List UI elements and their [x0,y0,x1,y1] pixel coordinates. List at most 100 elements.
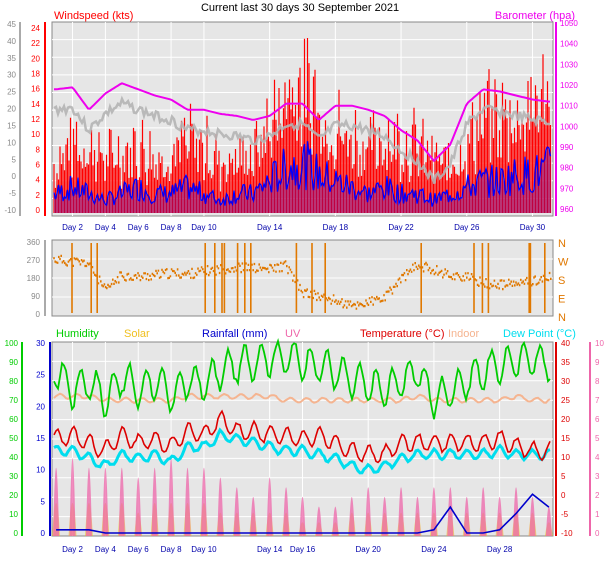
humidity-tick: 100 [5,339,19,348]
barometer-tick: 1030 [560,60,578,69]
temperature-series [53,409,551,464]
uv-series [53,458,552,536]
legend-3: UV [285,328,301,340]
legend-5: Indoor [448,328,480,340]
climate-x-tick: Day 8 [161,545,182,554]
temperature-tick: 35 [561,358,570,367]
windspeed-tick: 12 [31,115,40,124]
humidity-series [53,338,551,420]
windspeed-label: Windspeed (kts) [54,10,133,22]
barometer-label: Barometer (hpa) [495,10,575,22]
wind-outer-tick: 0 [12,172,17,181]
humidity-tick: 10 [9,510,18,519]
humidity-tick: 60 [9,415,18,424]
climate-x-tick: Day 6 [128,545,149,554]
rainfall-tick: 20 [36,402,45,411]
humidity-tick: 30 [9,472,18,481]
rainfall-series [56,493,550,534]
temperature-tick: -10 [561,529,573,538]
wind-x-tick: Day 8 [161,223,182,232]
temperature-tick: -5 [561,510,569,519]
climate-x-tick: Day 24 [421,545,447,554]
wind-outer-tick: 30 [7,71,16,80]
humidity-tick: 80 [9,377,18,386]
barometer-tick: 1020 [560,81,578,90]
uv-tick: 9 [595,358,600,367]
uv-tick: 10 [595,339,604,348]
compass-label: S [558,275,565,287]
windspeed-tick: 22 [31,39,40,48]
windspeed-tick: 4 [36,176,41,185]
wind-x-tick: Day 4 [95,223,116,232]
windspeed-average-fill [54,141,551,213]
direction-tick: 0 [36,310,41,319]
direction-tick: 360 [27,238,41,247]
barometer-tick: 1040 [560,40,578,49]
climate-x-tick: Day 2 [62,545,83,554]
temperature-tick: 10 [561,453,570,462]
wind-outer-tick: 35 [7,54,16,63]
barometer-tick: 1050 [560,19,578,28]
humidity-tick: 50 [9,434,18,443]
wind-outer-tick: 40 [7,37,16,46]
wind-x-tick: Day 22 [388,223,414,232]
climate-x-tick: Day 14 [257,545,283,554]
uv-tick: 1 [595,510,600,519]
direction-tick: 270 [27,256,41,265]
rainfall-tick: 5 [41,497,46,506]
windspeed-tick: 6 [36,161,41,170]
chart-title: Current last 30 days 30 September 2021 [201,2,399,14]
barometer-tick: 960 [560,205,574,214]
wind-outer-tick: 25 [7,88,16,97]
compass-label: N [558,238,566,250]
uv-tick: 6 [595,415,600,424]
uv-tick: 8 [595,377,600,386]
windspeed-tick: 14 [31,100,40,109]
windspeed-tick: 0 [36,206,41,215]
wind-outer-tick: -10 [4,206,16,215]
legend-2: Rainfall (mm) [202,328,267,340]
wind-x-tick: Day 2 [62,223,83,232]
barometer-tick: 970 [560,184,574,193]
wind-x-tick: Day 26 [454,223,480,232]
direction-tick: 90 [31,292,40,301]
compass-label: N [558,312,566,324]
barometer-series [54,82,551,163]
wind-direction-series [53,243,552,313]
compass-label: E [558,294,565,306]
windspeed-tick: 18 [31,70,40,79]
compass-label: W [558,257,569,269]
windspeed-tick: 24 [31,24,40,33]
wind-outer-tick: -5 [9,189,17,198]
temperature-tick: 25 [561,396,570,405]
wind-outer-tick: 10 [7,138,16,147]
windspeed-tick: 8 [36,145,41,154]
legend-1: Solar [124,328,150,340]
wind-x-tick: Day 18 [323,223,349,232]
barometer-trend-series [53,95,551,184]
windspeed-tick: 10 [31,130,40,139]
barometer-tick: 990 [560,143,574,152]
wind-outer-tick: 15 [7,121,16,130]
windspeed-tick: 16 [31,85,40,94]
direction-tick: 180 [27,274,41,283]
uv-tick: 4 [595,453,600,462]
rainfall-tick: 10 [36,466,45,475]
uv-tick: 5 [595,434,600,443]
climate-x-tick: Day 20 [356,545,382,554]
legend-0: Humidity [56,328,99,340]
legend-4: Temperature (°C) [360,328,444,340]
legend-6: Dew Point (°C) [503,328,576,340]
rainfall-tick: 30 [36,339,45,348]
rainfall-tick: 15 [36,434,45,443]
humidity-tick: 90 [9,358,18,367]
wind-outer-tick: 20 [7,105,16,114]
wind-x-tick: Day 30 [520,223,546,232]
rainfall-tick: 25 [36,371,45,380]
wind-x-tick: Day 10 [191,223,217,232]
climate-x-tick: Day 16 [290,545,316,554]
temperature-tick: 30 [561,377,570,386]
climate-x-tick: Day 28 [487,545,513,554]
